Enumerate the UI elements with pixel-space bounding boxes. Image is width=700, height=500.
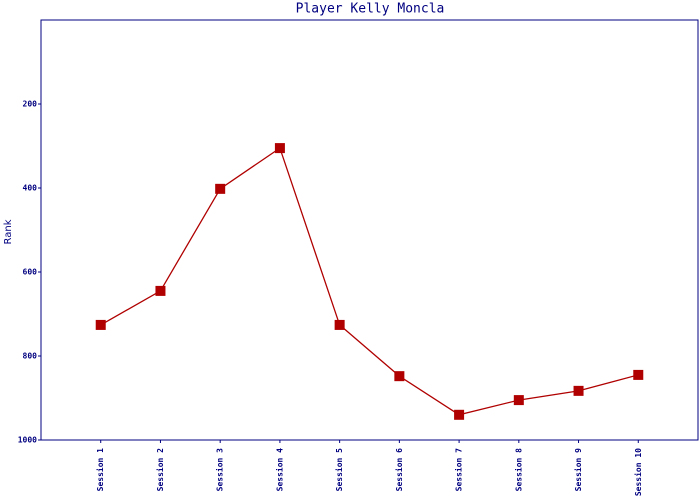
y-tick-label: 600 [23,268,38,277]
x-tick-label: Session 9 [573,448,583,492]
point-marker [95,319,106,330]
y-tick-label: 200 [23,100,38,109]
point-marker [454,409,465,420]
x-tick-label: Session 8 [513,448,523,492]
plot-frame [40,19,699,441]
point-marker [573,385,584,396]
series-line [100,147,639,416]
point-marker [633,369,644,380]
point-marker [274,143,285,154]
point-marker [334,319,345,330]
point-marker [394,371,405,382]
y-tick-label: 800 [23,352,38,361]
x-tick-label: Session 2 [155,448,165,492]
point-marker [215,183,226,194]
x-tick-label: Session 5 [334,448,344,492]
y-axis-label: Rank [3,219,14,244]
y-tick-label: 400 [23,184,38,193]
x-tick-label: Session 7 [454,448,464,492]
point-marker [513,395,524,406]
x-tick-label: Session 6 [394,448,404,492]
y-tick-label: 1000 [18,436,37,445]
x-tick-label: Session 1 [95,448,105,492]
x-tick-label: Session 10 [633,448,643,496]
chart-title: Player Kelly Moncla [296,2,445,17]
point-marker [155,285,166,296]
x-tick-label: Session 3 [215,448,225,492]
x-tick-label: Session 4 [274,448,284,492]
